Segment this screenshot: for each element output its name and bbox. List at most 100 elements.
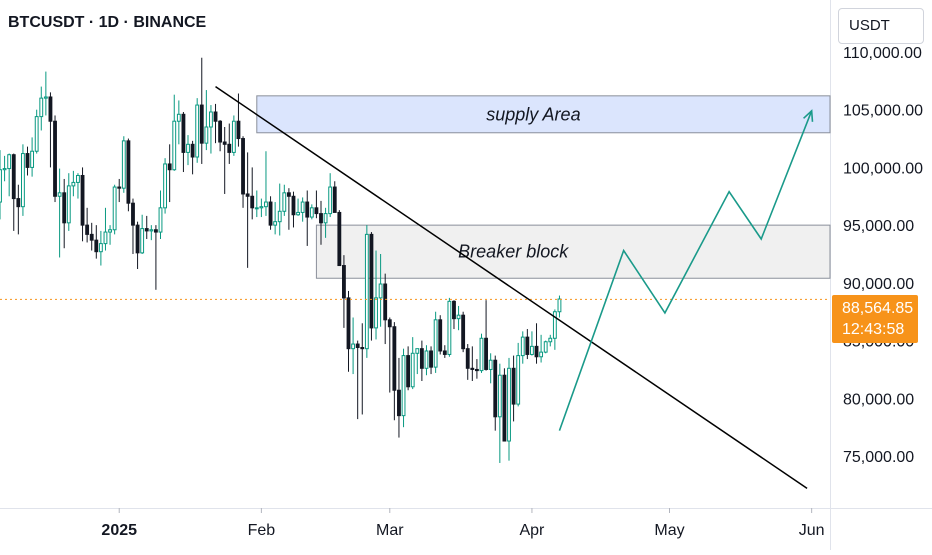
candle-body bbox=[438, 319, 443, 352]
candle bbox=[245, 152, 250, 268]
candle bbox=[497, 363, 502, 463]
candle bbox=[39, 86, 44, 131]
candle bbox=[231, 115, 236, 156]
candle-body bbox=[511, 367, 516, 405]
candle-body bbox=[98, 243, 103, 253]
candle-body bbox=[314, 207, 319, 215]
candle-body bbox=[337, 211, 342, 267]
candle bbox=[250, 167, 255, 220]
candle bbox=[369, 232, 374, 341]
candle bbox=[520, 331, 525, 364]
candle-body bbox=[291, 195, 296, 216]
candle-body bbox=[103, 231, 108, 245]
candle-body bbox=[80, 174, 85, 226]
candle bbox=[259, 198, 264, 218]
candle bbox=[186, 135, 190, 166]
candle-body bbox=[387, 319, 392, 328]
candle bbox=[438, 315, 443, 355]
candle-body bbox=[16, 198, 21, 208]
candle-body bbox=[94, 239, 99, 253]
candle bbox=[218, 120, 223, 152]
candle bbox=[76, 173, 80, 199]
candle bbox=[323, 207, 328, 238]
candle-body bbox=[62, 192, 67, 224]
candle-body bbox=[277, 210, 282, 223]
candle-body bbox=[43, 96, 48, 99]
candle-body bbox=[209, 111, 213, 128]
zones-layer: supply Area Breaker block bbox=[256, 95, 831, 279]
candle-body bbox=[493, 359, 498, 418]
candle bbox=[516, 342, 521, 407]
candle-body bbox=[34, 116, 39, 152]
candle bbox=[181, 111, 186, 173]
candle bbox=[57, 168, 62, 258]
candle-body bbox=[355, 343, 360, 349]
candle-body bbox=[351, 343, 356, 350]
candle-body bbox=[419, 348, 424, 369]
candle bbox=[172, 94, 177, 171]
candle-body bbox=[218, 120, 223, 143]
candle-body bbox=[342, 265, 346, 299]
candle bbox=[268, 196, 273, 230]
time-tick-label: Apr bbox=[519, 522, 545, 539]
candle-body bbox=[204, 126, 209, 144]
candle-body bbox=[181, 113, 186, 153]
candle bbox=[374, 250, 378, 340]
candle bbox=[213, 103, 218, 144]
candle-body bbox=[442, 350, 447, 355]
candle-body bbox=[167, 163, 172, 171]
candle bbox=[319, 200, 323, 245]
candle-body bbox=[158, 207, 163, 233]
candle-body bbox=[470, 367, 475, 370]
candle bbox=[204, 90, 209, 151]
candle bbox=[433, 311, 438, 373]
candle-body bbox=[85, 224, 90, 235]
price-tick-label: 75,000.00 bbox=[843, 449, 914, 466]
candle-body bbox=[309, 207, 314, 218]
candle-body bbox=[112, 186, 117, 231]
candle-body bbox=[479, 337, 484, 372]
candle bbox=[209, 105, 213, 154]
candle bbox=[401, 348, 406, 428]
candle bbox=[131, 198, 135, 254]
currency-button[interactable]: USDT bbox=[838, 8, 924, 44]
candle bbox=[452, 300, 456, 330]
candle bbox=[419, 340, 424, 381]
candle bbox=[337, 210, 342, 267]
candle-body bbox=[236, 120, 241, 140]
candle bbox=[557, 295, 562, 318]
candle-body bbox=[530, 345, 534, 355]
candle bbox=[461, 311, 466, 353]
price-tick-label: 110,000.00 bbox=[843, 45, 922, 62]
candle-body bbox=[282, 192, 287, 212]
candle-body bbox=[319, 213, 323, 224]
candle bbox=[502, 368, 507, 442]
candle bbox=[117, 178, 122, 203]
projection-arrowhead bbox=[803, 109, 814, 122]
candle-body bbox=[264, 201, 268, 208]
candle bbox=[543, 340, 548, 354]
candle-body bbox=[53, 120, 57, 197]
candle-body bbox=[497, 374, 502, 418]
price-tick-label: 90,000.00 bbox=[843, 276, 914, 293]
symbol-title[interactable]: BTCUSDT · 1D · BINANCE bbox=[8, 14, 207, 31]
candle bbox=[89, 222, 94, 251]
candle bbox=[277, 183, 282, 236]
time-tick-label: 2025 bbox=[101, 522, 137, 539]
candle-body bbox=[534, 345, 539, 358]
candle-body bbox=[89, 233, 94, 241]
candle-body bbox=[456, 314, 461, 320]
candle bbox=[71, 170, 76, 197]
candle-body bbox=[140, 228, 145, 254]
last-price-value: 88,564.85 bbox=[842, 300, 914, 317]
candle bbox=[525, 329, 530, 360]
candle bbox=[355, 340, 360, 420]
candle bbox=[493, 355, 498, 431]
candle-body bbox=[195, 104, 200, 158]
candle bbox=[424, 345, 429, 376]
candle-body bbox=[76, 174, 80, 183]
candle bbox=[149, 225, 154, 241]
candle bbox=[300, 197, 305, 222]
candle bbox=[465, 344, 470, 380]
